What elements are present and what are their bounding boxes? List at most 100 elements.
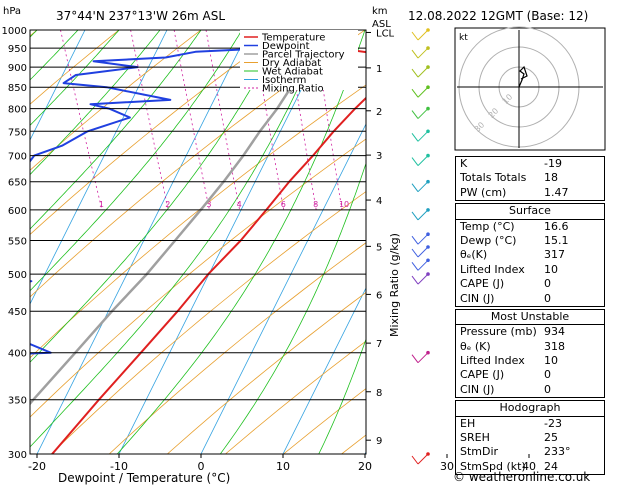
surface-row: θₑ(K) 317 [456,248,604,262]
pressure-tick-label: 650 [8,178,27,189]
isotherm-line [30,30,168,305]
most-unstable-row: CAPE (J) 0 [456,368,604,382]
wind-barb-staff [417,246,429,258]
most-unstable-row: Lifted Index 10 [456,354,604,368]
pressure-tick-label: 900 [8,63,27,74]
legend-entry: Mixing Ratio [262,84,324,95]
surface-label: CAPE (J) [460,277,505,291]
pressure-tick-label: 700 [8,152,27,163]
mixing-ratio-line [205,30,240,210]
copyright-text: © weatheronline.co.uk [453,470,590,484]
hodograph-param-value: -23 [544,416,562,430]
most-unstable-label: Pressure (mb) [460,325,537,339]
km-tick-label: 2 [376,107,382,118]
wind-barb-dot [426,46,430,50]
hodograph-param-value: 24 [544,459,558,473]
mixing-ratio-label: 2 [165,200,170,209]
surface-value: 0 [544,277,551,291]
pressure-tick-label: 400 [8,349,27,360]
most-unstable-table: Most Unstable Pressure (mb) 934 θₑ (K) 318 L… [455,308,605,399]
hodograph-param-value: 233° [544,445,571,459]
pressure-tick-label: 300 [8,450,27,461]
dry-adiabat-line [30,30,202,171]
hpa-label: hPa [3,6,21,17]
legend-entry: Wet Adiabat [262,67,323,78]
legend-entry: Isotherm [262,75,306,86]
index-value: 1.47 [544,185,569,199]
wind-barb-dot [426,65,430,69]
index-row: K -19 [456,157,604,171]
pressure-tick-label: 350 [8,396,27,407]
most-unstable-value: 0 [544,368,551,382]
hodograph-param-label: StmDir [460,445,499,459]
most-unstable-title: Most Unstable [456,310,604,326]
wind-barb-flag [411,157,419,166]
km-tick-label: 3 [376,151,382,162]
wind-barb-flag [411,31,419,41]
index-row: Totals Totals 18 [456,171,604,185]
km-tick-label: 4 [376,196,382,207]
wind-barb-staff [417,352,429,364]
wind-barb-flag [411,235,419,245]
surface-row: Temp (°C) 16.6 [456,220,604,234]
hodograph-kt-label: kt [459,33,468,43]
pressure-tick-label: 500 [8,270,27,281]
temperature-tick-label: 40 [522,460,536,473]
hodograph-table: Hodograph EH -23 SREH 25 StmDir 233° StmSpd (k… [455,400,605,476]
hodograph-param-label: SREH [460,431,490,445]
wind-barb-staff [417,86,429,98]
km-tick-label: 7 [376,339,382,350]
wind-barb-staff [417,130,429,142]
surface-table: Surface Temp (°C) 16.6 Dewp (°C) 15.1 θₑ(K) 3… [455,203,605,307]
pressure-tick-label: 1000 [2,26,27,37]
wind-barb-dot [426,179,430,184]
mixing-ratio-line [404,30,426,210]
temperature-tick-label: 30 [440,460,454,473]
surface-value: 317 [544,248,565,262]
wind-barb-dot [426,153,430,158]
x-axis-label: Dewpoint / Temperature (°C) [58,471,230,485]
wet-adiabat-line [30,30,79,81]
mixing-ratio-axis-label: Mixing Ratio (g/kg) [388,233,401,337]
wind-barb-dot [426,85,430,90]
hodograph-param-row: StmSpd (kt) 24 [456,460,604,474]
km-tick-label: 8 [376,388,382,399]
mixing-ratio-line [365,30,366,34]
wind-barb-flag [411,455,419,465]
hodograph-param-label: EH [460,416,476,430]
surface-value: 0 [544,291,551,305]
pressure-tick-label: 800 [8,105,27,116]
wind-barb-dot [426,272,430,276]
wind-barb-staff [417,181,429,193]
series-dewpoint [30,30,326,355]
wind-barb-dot [426,232,430,236]
wind-barb-dot [426,106,430,111]
wind-barb-dot [426,208,430,212]
index-value: -19 [544,157,562,170]
legend-entry: Parcel Trajectory [262,50,345,61]
dry-adiabat-line [108,242,366,454]
most-unstable-label: CAPE (J) [460,368,505,382]
temperature-tick-label: 20 [358,460,372,473]
wind-barb-flag [411,110,419,119]
mixing-ratio-label: 1 [99,200,104,209]
indices-table: K -19 Totals Totals 18 PW (cm) 1.47 [455,156,605,202]
wet-adiabat-line [318,337,366,454]
wet-adiabat-line [30,30,243,292]
index-label: PW (cm) [460,185,507,199]
hodograph-param-row: EH -23 [456,417,604,431]
wind-barb-staff [417,233,429,245]
wind-barb-dot [426,245,430,249]
wind-barb-dot [426,350,430,355]
pressure-tick-label: 450 [8,307,27,318]
km-tick-label: 5 [376,242,382,253]
most-unstable-label: Lifted Index [460,354,525,368]
hodograph-trace [518,65,528,88]
km-label: km [372,6,388,17]
most-unstable-row: θₑ (K) 318 [456,340,604,354]
index-label: K [460,157,468,170]
indices-box: K -19 Totals Totals 18 PW (cm) 1.47 Surface T… [455,156,605,476]
